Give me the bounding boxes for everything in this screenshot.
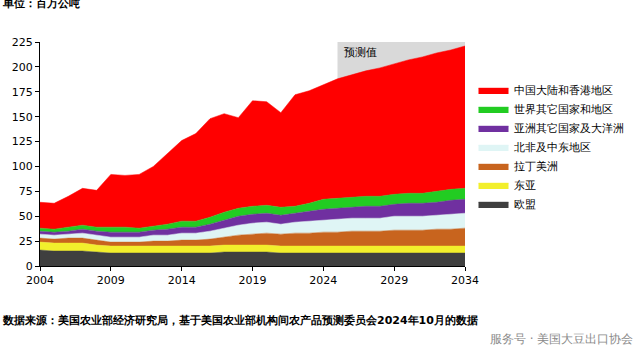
svg-text:0: 0 [26,260,33,273]
svg-text:2014: 2014 [168,274,196,287]
svg-text:150: 150 [12,111,33,124]
svg-text:175: 175 [12,86,33,99]
svg-text:50: 50 [19,210,33,223]
svg-text:125: 125 [12,135,33,148]
svg-text:2024: 2024 [309,274,337,287]
svg-text:单位：百万公吨: 单位：百万公吨 [2,0,80,10]
svg-text:预测值: 预测值 [344,46,377,59]
svg-text:中国大陆和香港地区: 中国大陆和香港地区 [514,84,613,97]
svg-text:数据来源：美国农业部经济研究局，基于美国农业部机构间农产品预: 数据来源：美国农业部经济研究局，基于美国农业部机构间农产品预测委员会2024年1… [2,314,478,327]
svg-text:200: 200 [12,61,33,74]
svg-text:服务号 · 美国大豆出口协会: 服务号 · 美国大豆出口协会 [490,332,633,346]
svg-text:100: 100 [12,160,33,173]
svg-text:拉丁美洲: 拉丁美洲 [514,160,558,173]
svg-text:75: 75 [19,185,33,198]
svg-text:2004: 2004 [26,274,54,287]
svg-text:世界其它国家和地区: 世界其它国家和地区 [514,103,613,116]
svg-text:欧盟: 欧盟 [514,198,536,211]
svg-text:东亚: 东亚 [514,179,536,192]
svg-text:25: 25 [19,235,33,248]
svg-text:2019: 2019 [239,274,267,287]
svg-text:北非及中东地区: 北非及中东地区 [514,141,591,154]
svg-text:2009: 2009 [97,274,125,287]
svg-text:亚洲其它国家及大洋洲: 亚洲其它国家及大洋洲 [514,122,624,135]
svg-text:2034: 2034 [451,274,479,287]
svg-text:2029: 2029 [380,274,408,287]
svg-text:225: 225 [12,36,33,49]
